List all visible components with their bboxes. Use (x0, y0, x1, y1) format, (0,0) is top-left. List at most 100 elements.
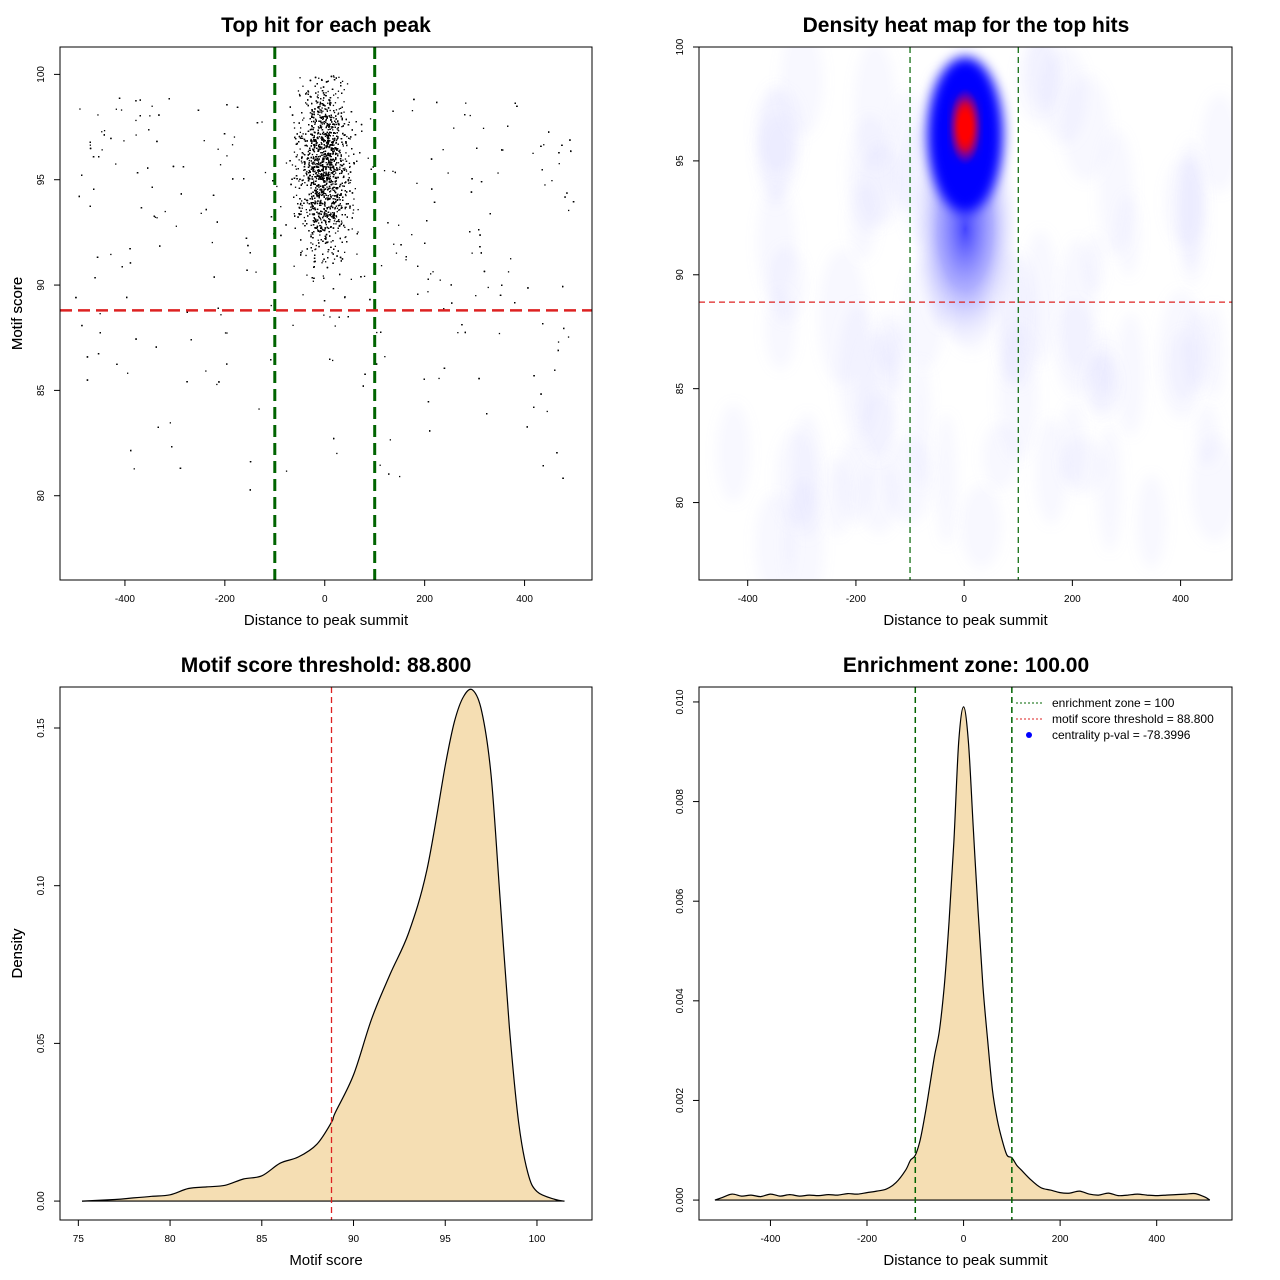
scatter-point (318, 159, 320, 161)
density-peak (956, 98, 975, 155)
scatter-point (306, 199, 308, 202)
scatter-point (325, 92, 327, 94)
scatter-point (334, 198, 337, 200)
scatter-point (311, 202, 313, 204)
scatter-point (329, 191, 331, 193)
scatter-point (353, 162, 355, 164)
x-tick-label: 400 (1172, 594, 1189, 605)
scatter-point (243, 178, 245, 180)
scatter-point (335, 158, 337, 160)
scatter-point (567, 336, 570, 338)
scatter-point (313, 266, 315, 268)
scatter-point (335, 93, 337, 95)
scatter-point (315, 201, 317, 203)
scatter-point (301, 157, 303, 160)
scatter-point (332, 194, 334, 197)
x-tick-label: -200 (215, 594, 235, 605)
scatter-point (345, 152, 347, 154)
scatter-point (226, 155, 228, 157)
scatter-point (313, 151, 316, 153)
scatter-point (327, 102, 329, 104)
legend-entry: motif score threshold = 88.800 (1052, 712, 1214, 726)
scatter-point (320, 126, 322, 128)
scatter-point (314, 143, 316, 146)
scatter-point (320, 120, 322, 122)
scatter-point (333, 139, 335, 142)
scatter-point (335, 164, 337, 166)
scatter-point (355, 121, 357, 123)
density-blob (757, 114, 799, 194)
scatter-point (320, 230, 322, 232)
scatter-point (322, 174, 324, 176)
scatter-point (316, 102, 318, 104)
scatter-point (226, 332, 228, 334)
scatter-point (313, 135, 315, 137)
scatter-point (334, 207, 336, 209)
scatter-point (336, 196, 338, 198)
scatter-point (318, 197, 320, 199)
scatter-point (318, 120, 320, 122)
scatter-point (332, 158, 334, 160)
scatter-point (75, 296, 77, 299)
scatter-point (334, 191, 337, 194)
scatter-point (314, 159, 316, 162)
scatter-point (334, 232, 337, 234)
scatter-point (313, 214, 316, 216)
scatter-point (151, 186, 153, 188)
scatter-point (328, 187, 330, 190)
scatter-point (340, 193, 342, 195)
scatter-point (312, 220, 315, 222)
scatter-point (323, 147, 326, 149)
scatter-point (319, 234, 321, 236)
scatter-point (270, 304, 272, 307)
scatter-point (331, 153, 334, 155)
scatter-point (325, 168, 327, 170)
scatter-point (322, 131, 325, 133)
scatter-point (341, 126, 343, 128)
scatter-point (315, 140, 317, 143)
scatter-point (319, 176, 321, 178)
scatter-point (303, 117, 305, 119)
scatter-point (327, 156, 329, 159)
scatter-point (324, 105, 326, 107)
scatter-point (436, 101, 438, 104)
scatter-point (392, 110, 394, 112)
scatter-point (110, 253, 112, 256)
scatter-point (233, 136, 236, 138)
scatter-point (135, 100, 137, 102)
scatter-point (321, 129, 324, 131)
scatter-point (337, 97, 339, 99)
scatter-point (333, 110, 335, 112)
scatter-point (299, 148, 301, 150)
scatter-point (323, 158, 325, 160)
scatter-point (471, 178, 473, 180)
scatter-point (312, 148, 314, 150)
scatter-point (325, 233, 328, 236)
scatter-point (413, 98, 415, 101)
scatter-point (480, 181, 483, 183)
scatter-point (314, 207, 316, 209)
scatter-point (327, 257, 329, 259)
scatter-point (330, 119, 332, 121)
scatter-point (335, 153, 337, 155)
scatter-point (324, 180, 326, 182)
scatter-point (315, 191, 317, 193)
scatter-point (317, 101, 319, 103)
scatter-point (380, 265, 383, 267)
scatter-point (293, 196, 295, 198)
scatter-point (325, 146, 327, 149)
scatter-point (327, 107, 330, 109)
scatter-point (570, 150, 572, 152)
scatter-point (319, 111, 321, 113)
scatter-point (311, 133, 313, 136)
scatter-point (218, 381, 220, 383)
density-blob (960, 484, 1002, 568)
scatter-point (328, 146, 330, 149)
scatter-point (300, 213, 302, 215)
scatter-point (326, 123, 328, 125)
scatter-point (310, 156, 312, 159)
scatter-point (301, 179, 303, 182)
scatter-point (329, 161, 331, 163)
scatter-point (190, 339, 192, 341)
scatter-point (344, 251, 346, 253)
